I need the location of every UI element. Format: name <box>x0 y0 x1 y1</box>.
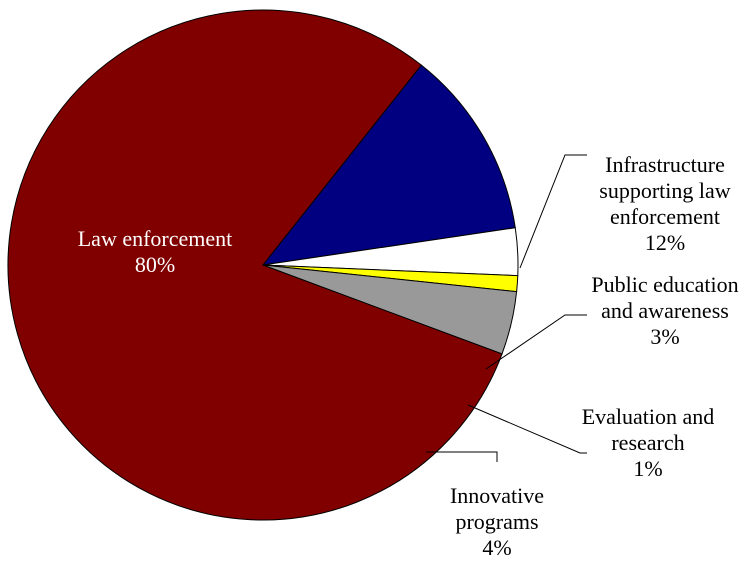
leader-line-4 <box>426 451 498 462</box>
pie-slice-1 <box>261 64 516 266</box>
leader-line-2 <box>485 314 587 370</box>
slice-label-3: Evaluation and research 1% <box>582 404 715 481</box>
slice-label-line-3-0: Evaluation and <box>582 404 715 429</box>
pie-slices <box>7 9 519 521</box>
slice-label-line-4-0: Innovative <box>450 483 544 508</box>
slice-label-1: Infrastructure supporting law enforcement 1… <box>599 152 730 255</box>
slice-label-4: Innovative programs 4% <box>450 483 544 560</box>
slice-percent-2: 3% <box>650 324 679 349</box>
slice-label-line-1-0: Infrastructure <box>605 152 725 177</box>
slice-label-0: Law enforcement 80% <box>78 226 233 277</box>
slice-percent-3: 1% <box>633 456 662 481</box>
slice-label-line-1-2: enforcement <box>610 204 720 229</box>
leader-line-1 <box>519 154 587 269</box>
leader-line-3 <box>467 404 587 454</box>
slice-label-line-0-0: Law enforcement <box>78 226 233 251</box>
slice-label-line-2-0: Public education <box>591 272 738 297</box>
slice-percent-0: 80% <box>135 252 175 277</box>
pie-slice-4 <box>262 264 518 355</box>
slice-percent-1: 12% <box>645 230 685 255</box>
slice-label-line-2-1: and awareness <box>601 298 729 323</box>
slice-labels: Law enforcement 80% Infrastructure supporti… <box>78 152 739 560</box>
slice-label-line-1-1: supporting law <box>599 178 730 203</box>
slice-label-line-4-1: programs <box>455 509 538 534</box>
slice-percent-4: 4% <box>482 535 511 560</box>
pie-slice-0 <box>7 9 503 521</box>
leader-lines <box>426 154 587 462</box>
slice-label-2: Public education and awareness 3% <box>591 272 738 349</box>
slice-label-line-3-1: research <box>611 430 684 455</box>
